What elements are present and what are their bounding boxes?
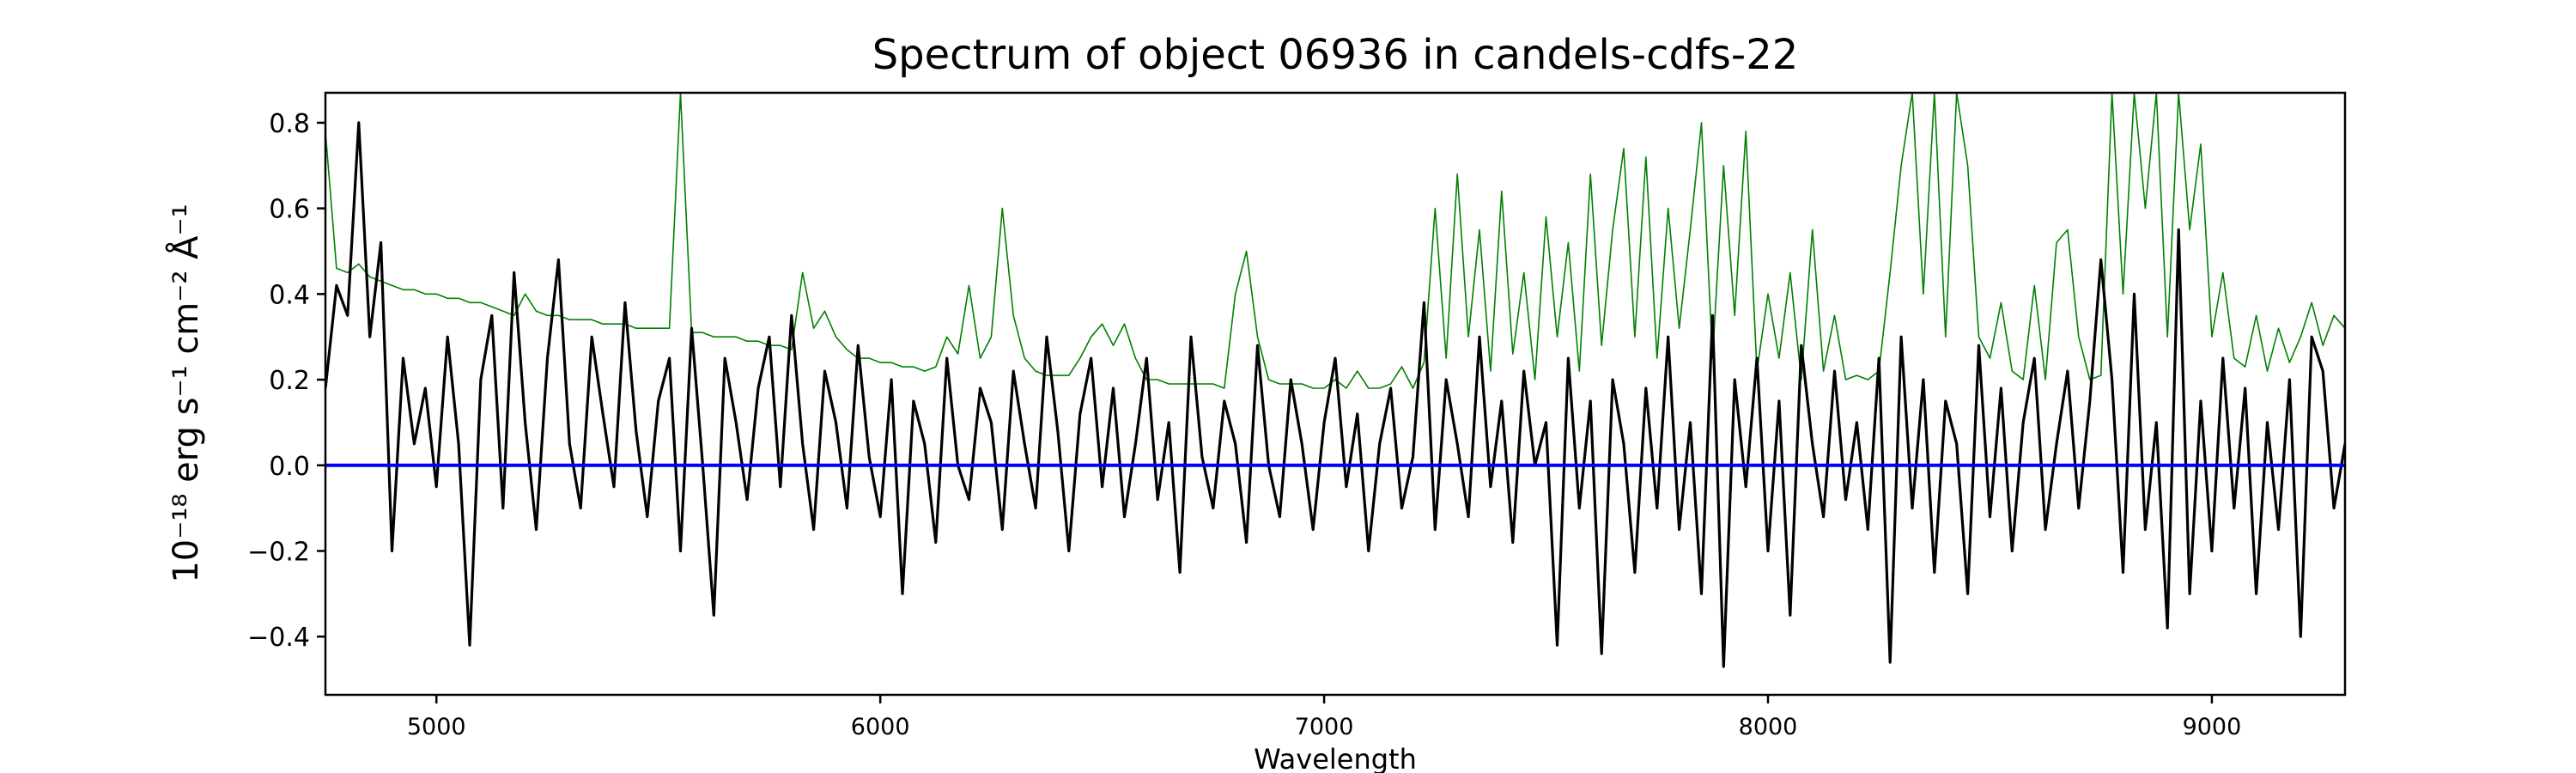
axes-ticks: 5000 6000 7000 8000 9000 −0.4 −0.2 0.0 0.2 0.4 0.6… [247,109,2241,740]
y-tick-label: 0.2 [269,366,310,396]
y-tick-label: 0.8 [269,109,310,139]
model-spectrum-line [325,93,2345,389]
y-tick-label: −0.2 [247,537,310,567]
y-tick-label: 0.0 [269,452,310,482]
y-tick-label: 0.4 [269,280,310,310]
plot-area [325,93,2345,668]
x-tick-label: 7000 [1295,714,1354,740]
axes-frame [324,91,2347,697]
x-tick-label: 8000 [1739,714,1798,740]
y-tick-label: −0.4 [247,623,310,653]
chart-title: Spectrum of object 06936 in candels-cdfs… [872,31,1799,79]
x-tick-label: 9000 [2183,714,2242,740]
observed-spectrum-line [325,121,2345,668]
y-tick-label: 0.6 [269,195,310,225]
y-axis-label: 10⁻¹⁸ erg s⁻¹ cm⁻² Å⁻¹ [165,204,206,582]
x-axis-label: Wavelength [1254,743,1417,773]
x-tick-label: 5000 [407,714,466,740]
x-tick-label: 6000 [851,714,910,740]
